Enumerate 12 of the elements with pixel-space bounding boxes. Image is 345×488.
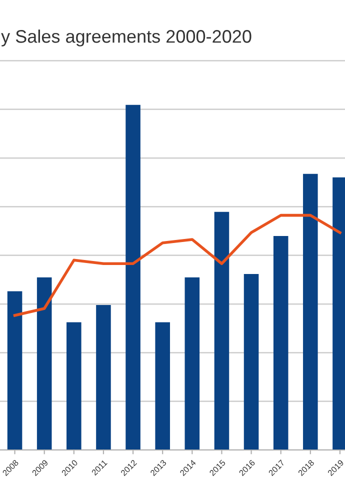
bar xyxy=(96,305,111,450)
bar xyxy=(7,291,22,450)
bar xyxy=(244,274,259,450)
bar xyxy=(126,104,140,450)
chart-title: y Sales agreements 2000-2020 xyxy=(1,30,252,46)
bar xyxy=(155,322,170,450)
bar xyxy=(184,277,200,450)
bar xyxy=(66,322,82,450)
bar xyxy=(273,236,288,450)
bar xyxy=(303,174,318,450)
bar xyxy=(36,277,52,450)
bar xyxy=(214,212,230,450)
